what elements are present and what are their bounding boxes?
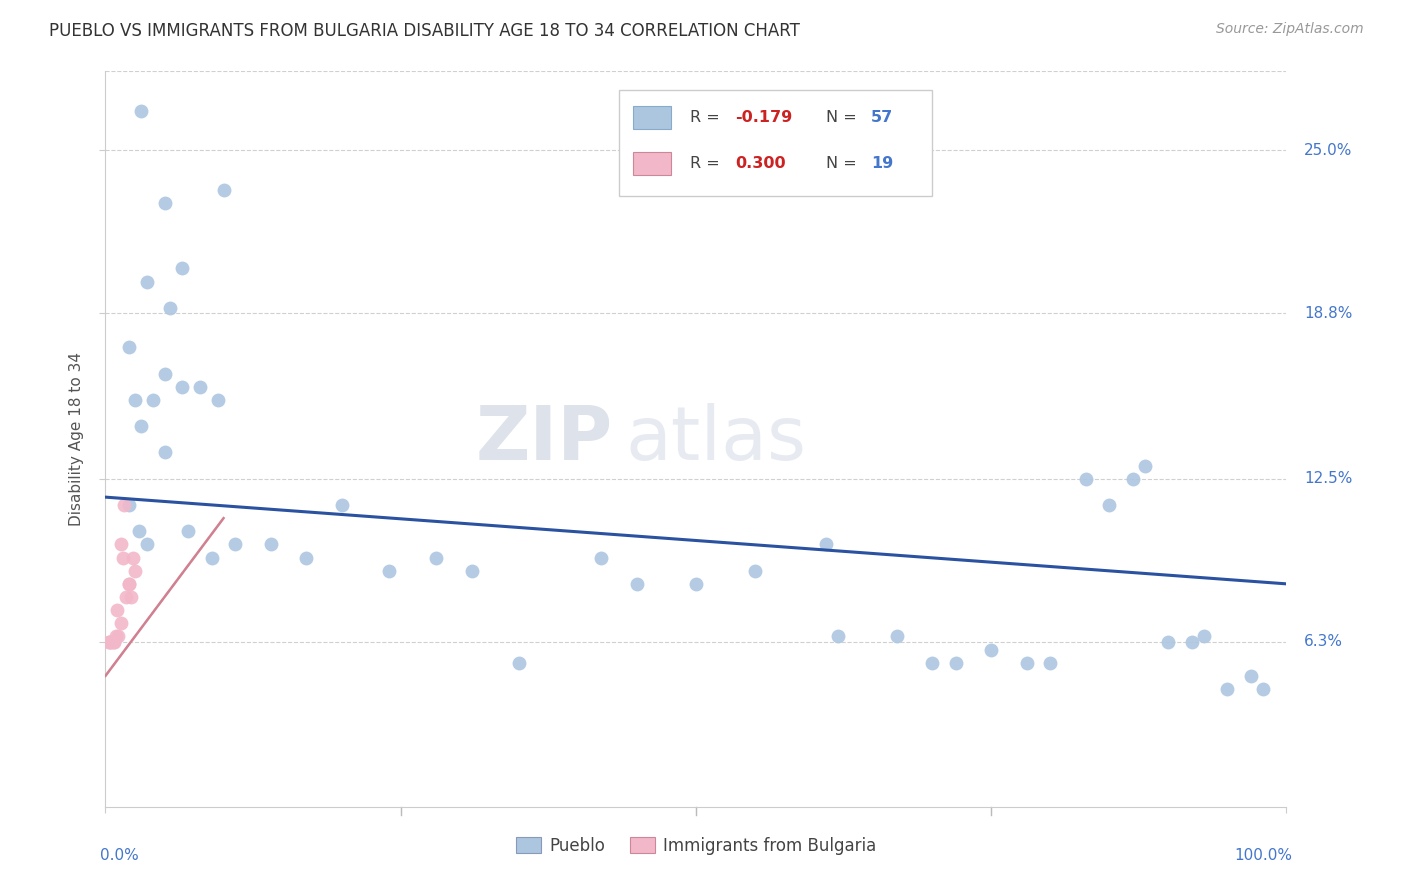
Text: PUEBLO VS IMMIGRANTS FROM BULGARIA DISABILITY AGE 18 TO 34 CORRELATION CHART: PUEBLO VS IMMIGRANTS FROM BULGARIA DISAB… [49,22,800,40]
Point [110,537,132,551]
Point [153,445,176,459]
Point [188,380,211,394]
Point [378,564,401,578]
Point [224,537,246,551]
Point [118,577,141,591]
Point [153,367,176,381]
Point [114,590,136,604]
Point [1192,629,1215,643]
Text: N =: N = [825,156,862,171]
Text: 100.0%: 100.0% [1234,847,1292,863]
Point [460,564,482,578]
Point [744,564,766,578]
Text: R =: R = [690,111,725,125]
FancyBboxPatch shape [633,152,671,175]
Point [201,550,224,565]
Point [105,603,128,617]
Point [118,340,141,354]
Point [1240,669,1263,683]
Point [107,629,129,643]
Point [135,275,157,289]
Point [142,392,165,407]
Point [129,419,152,434]
Text: R =: R = [690,156,725,171]
Point [626,577,648,591]
Point [1098,498,1121,512]
FancyBboxPatch shape [633,106,671,129]
Legend: Pueblo, Immigrants from Bulgaria: Pueblo, Immigrants from Bulgaria [509,830,883,862]
Point [124,392,146,407]
Point [118,498,141,512]
Point [1251,681,1274,696]
Point [330,498,353,512]
Point [100,634,122,648]
Point [212,183,235,197]
Point [121,550,143,565]
Point [945,656,967,670]
Text: 19: 19 [870,156,893,171]
Point [1181,634,1204,648]
Text: 12.5%: 12.5% [1305,471,1353,486]
Point [129,103,152,118]
Point [1015,656,1038,670]
Point [1133,458,1156,473]
Point [1216,681,1239,696]
Text: 18.8%: 18.8% [1305,306,1353,320]
Point [105,629,128,643]
Point [1039,656,1062,670]
Point [921,656,943,670]
Point [120,590,142,604]
Point [177,524,200,539]
Text: ZIP: ZIP [477,403,613,475]
Point [591,550,613,565]
Point [508,656,530,670]
Point [128,524,150,539]
Point [112,550,135,565]
Point [135,537,157,551]
Point [1157,634,1180,648]
Point [153,195,176,210]
Point [207,392,229,407]
Point [98,634,121,648]
Point [260,537,283,551]
Point [1074,472,1097,486]
Point [110,616,132,631]
Point [172,261,194,276]
Point [118,577,141,591]
Point [980,642,1002,657]
Text: 57: 57 [870,111,893,125]
Point [112,498,135,512]
Point [124,564,146,578]
Text: -0.179: -0.179 [735,111,792,125]
Point [886,629,908,643]
Point [295,550,318,565]
Point [814,537,837,551]
Point [172,380,194,394]
Text: N =: N = [825,111,862,125]
Point [1122,472,1144,486]
Text: Source: ZipAtlas.com: Source: ZipAtlas.com [1216,22,1364,37]
Text: 0.300: 0.300 [735,156,786,171]
Point [159,301,181,315]
FancyBboxPatch shape [619,90,932,196]
Point [685,577,707,591]
Point [98,634,121,648]
Point [103,634,125,648]
Text: 0.0%: 0.0% [100,847,138,863]
Point [103,634,125,648]
Text: atlas: atlas [626,403,806,475]
Point [827,629,849,643]
Point [425,550,447,565]
Text: 6.3%: 6.3% [1305,634,1343,649]
Y-axis label: Disability Age 18 to 34: Disability Age 18 to 34 [69,352,84,526]
Point [100,634,122,648]
Text: 25.0%: 25.0% [1305,143,1353,158]
